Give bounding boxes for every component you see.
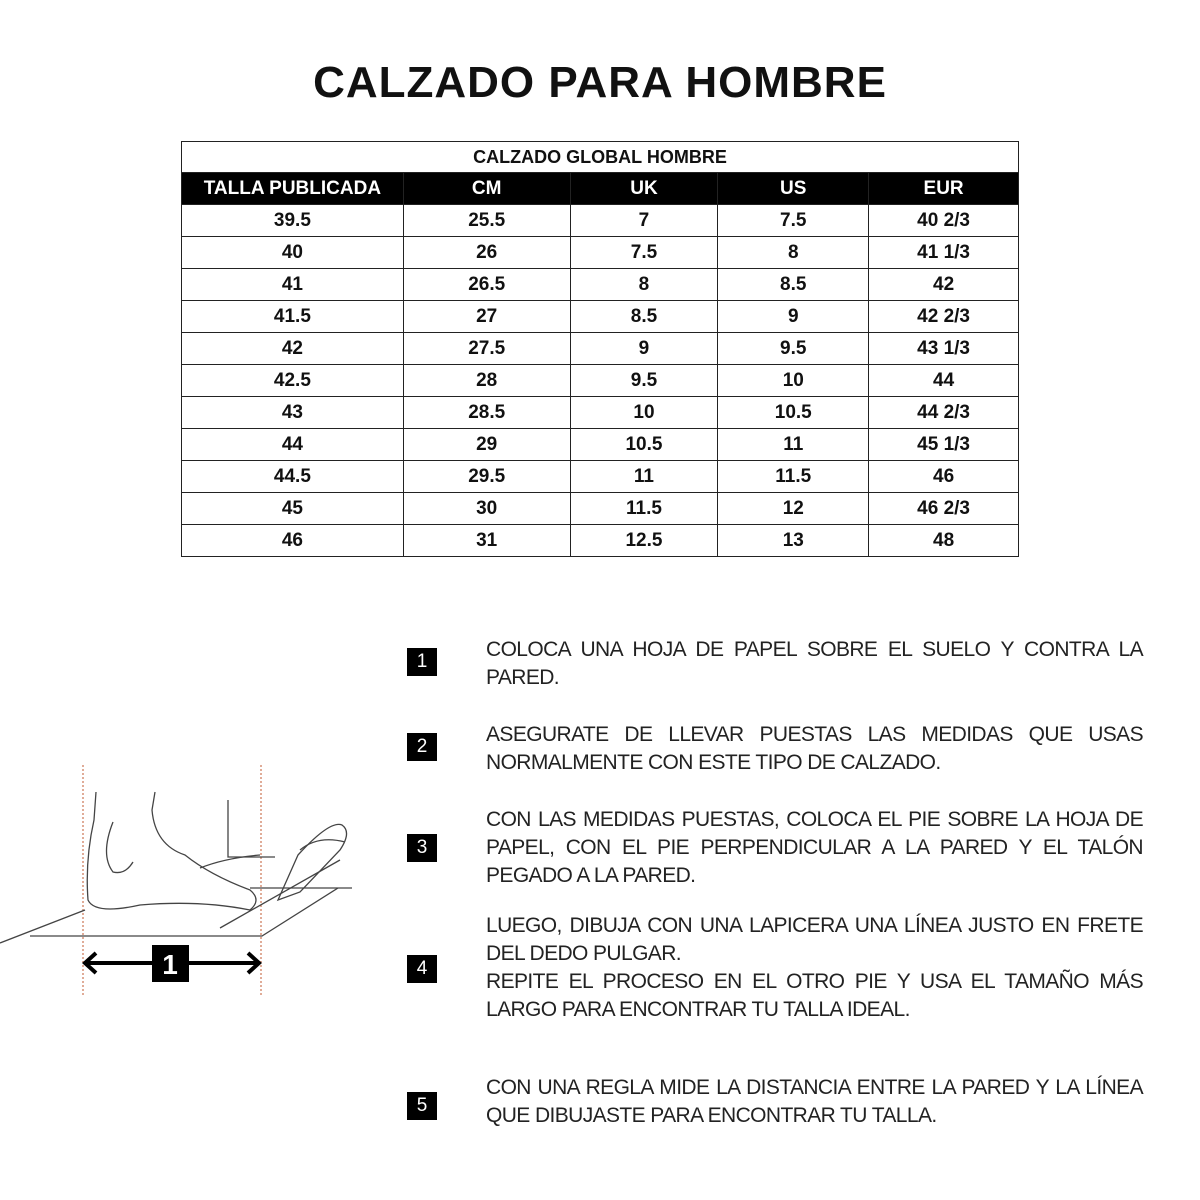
- table-cell: 40 2/3: [868, 204, 1019, 237]
- table-cell: 13: [717, 524, 870, 557]
- table-cell: 31: [402, 524, 571, 557]
- table-cell: 8.5: [569, 300, 719, 333]
- table-cell: 42: [868, 268, 1019, 301]
- column-header: EUR: [868, 172, 1019, 205]
- step-number-badge: 3: [407, 834, 437, 862]
- table-cell: 9: [717, 300, 870, 333]
- table-cell: 48: [868, 524, 1019, 557]
- table-cell: 40: [181, 236, 404, 269]
- table-row: 41 26.5 8 8.5 42: [181, 268, 1019, 301]
- table-cell: 7: [569, 204, 719, 237]
- step-text-line: CON LAS MEDIDAS PUESTAS, COLOCA EL PIE S…: [486, 808, 1144, 887]
- table-row: 44 29 10.5 11 45 1/3: [181, 428, 1019, 461]
- table-row: 43 28.5 10 10.5 44 2/3: [181, 396, 1019, 429]
- step-number-badge: 5: [407, 1092, 437, 1120]
- table-cell: 10: [569, 396, 719, 429]
- table-cell: 29.5: [402, 460, 571, 493]
- table-cell: 39.5: [181, 204, 404, 237]
- step-text-line: ASEGURATE DE LLEVAR PUESTAS LAS MEDIDAS …: [486, 723, 1144, 774]
- table-row: 46 31 12.5 13 48: [181, 524, 1019, 557]
- table-cell: 44: [868, 364, 1019, 397]
- table-cell: 8: [717, 236, 870, 269]
- table-cell: 43: [181, 396, 404, 429]
- table-row: 42 27.5 9 9.5 43 1/3: [181, 332, 1019, 365]
- table-cell: 46 2/3: [868, 492, 1019, 525]
- table-cell: 46: [868, 460, 1019, 493]
- table-cell: 26: [402, 236, 571, 269]
- table-cell: 42.5: [181, 364, 404, 397]
- table-cell: 42: [181, 332, 404, 365]
- column-header: CM: [402, 172, 571, 205]
- table-cell: 27: [402, 300, 571, 333]
- step-text: ASEGURATE DE LLEVAR PUESTAS LAS MEDIDAS …: [486, 721, 1144, 777]
- table-cell: 10: [717, 364, 870, 397]
- table-row: 42.5 28 9.5 10 44: [181, 364, 1019, 397]
- table-row: 40 26 7.5 8 41 1/3: [181, 236, 1019, 269]
- table-cell: 41.5: [181, 300, 404, 333]
- table-cell: 12.5: [569, 524, 719, 557]
- table-cell: 41: [181, 268, 404, 301]
- table-cell: 41 1/3: [868, 236, 1019, 269]
- table-row: 44.5 29.5 11 11.5 46: [181, 460, 1019, 493]
- step-text: CON UNA REGLA MIDE LA DISTANCIA ENTRE LA…: [486, 1074, 1144, 1130]
- table-cell: 28: [402, 364, 571, 397]
- table-cell: 10.5: [717, 396, 870, 429]
- table-cell: 44 2/3: [868, 396, 1019, 429]
- step-text-line: COLOCA UNA HOJA DE PAPEL SOBRE EL SUELO …: [486, 638, 1144, 689]
- table-cell: 12: [717, 492, 870, 525]
- table-cell: 8: [569, 268, 719, 301]
- column-header: UK: [569, 172, 719, 205]
- step-text-line: CON UNA REGLA MIDE LA DISTANCIA ENTRE LA…: [486, 1076, 1144, 1127]
- table-cell: 45: [181, 492, 404, 525]
- table-cell: 27.5: [402, 332, 571, 365]
- table-cell: 42 2/3: [868, 300, 1019, 333]
- table-cell: 45 1/3: [868, 428, 1019, 461]
- step-number-badge: 4: [407, 955, 437, 983]
- foot-measuring-illustration: 1: [0, 765, 352, 995]
- table-cell: 30: [402, 492, 571, 525]
- column-header: TALLA PUBLICADA: [181, 172, 404, 205]
- table-cell: 9: [569, 332, 719, 365]
- table-cell: 8.5: [717, 268, 870, 301]
- table-cell: 46: [181, 524, 404, 557]
- table-cell: 11.5: [717, 460, 870, 493]
- page-title: CALZADO PARA HOMBRE: [313, 58, 887, 107]
- step-text: CON LAS MEDIDAS PUESTAS, COLOCA EL PIE S…: [486, 806, 1144, 890]
- table-row: 41.5 27 8.5 9 42 2/3: [181, 300, 1019, 333]
- column-header: US: [717, 172, 870, 205]
- step-number-badge: 2: [407, 733, 437, 761]
- table-cell: 28.5: [402, 396, 571, 429]
- table-cell: 25.5: [402, 204, 571, 237]
- table-row: 45 30 11.5 12 46 2/3: [181, 492, 1019, 525]
- step-text-line: LUEGO, DIBUJA CON UNA LAPICERA UNA LÍNEA…: [486, 914, 1144, 965]
- table-cell: 7.5: [569, 236, 719, 269]
- table-row: 39.5 25.5 7 7.5 40 2/3: [181, 204, 1019, 237]
- measure-label: 1: [162, 949, 178, 980]
- table-cell: 11: [717, 428, 870, 461]
- table-cell: 9.5: [717, 332, 870, 365]
- step-number-badge: 1: [407, 648, 437, 676]
- table-cell: 44.5: [181, 460, 404, 493]
- step-text: LUEGO, DIBUJA CON UNA LAPICERA UNA LÍNEA…: [486, 912, 1144, 1024]
- table-cell: 10.5: [569, 428, 719, 461]
- table-cell: 29: [402, 428, 571, 461]
- table-cell: 43 1/3: [868, 332, 1019, 365]
- table-cell: 7.5: [717, 204, 870, 237]
- step-text-line: REPITE EL PROCESO EN EL OTRO PIE Y USA E…: [486, 970, 1144, 1021]
- table-cell: 11.5: [569, 492, 719, 525]
- table-cell: 11: [569, 460, 719, 493]
- table-cell: 44: [181, 428, 404, 461]
- table-cell: 9.5: [569, 364, 719, 397]
- table-caption: CALZADO GLOBAL HOMBRE: [181, 141, 1019, 173]
- step-text: COLOCA UNA HOJA DE PAPEL SOBRE EL SUELO …: [486, 636, 1144, 692]
- size-table: CALZADO GLOBAL HOMBRE TALLA PUBLICADA CM U…: [181, 141, 1019, 557]
- table-cell: 26.5: [402, 268, 571, 301]
